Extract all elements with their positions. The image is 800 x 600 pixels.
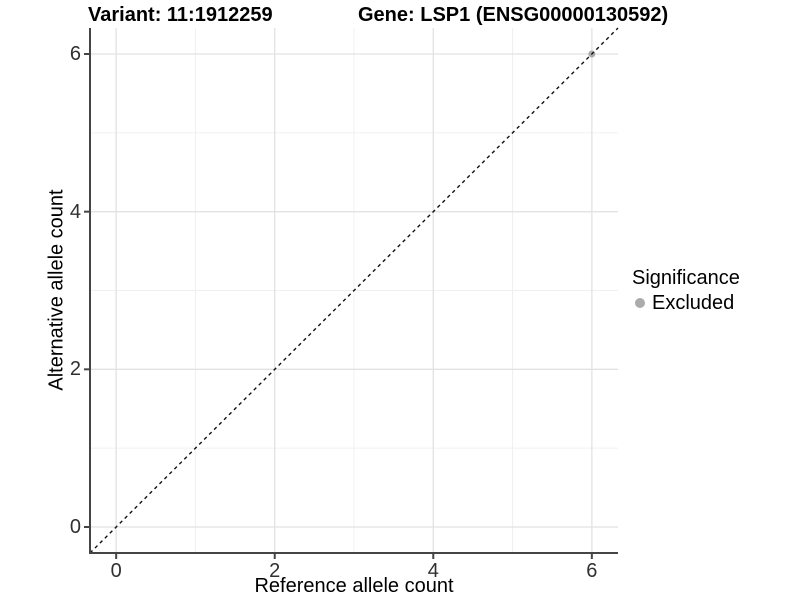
legend-item-label: Excluded bbox=[652, 292, 735, 314]
variant-title: Variant: 11:1912259 bbox=[88, 4, 273, 26]
identity-reference-line bbox=[89, 27, 619, 554]
x-tick-label: 6 bbox=[586, 560, 598, 582]
legend-title: Significance bbox=[632, 267, 740, 289]
gene-title: Gene: LSP1 (ENSG00000130592) bbox=[358, 4, 669, 26]
legend-item-excluded: Excluded bbox=[632, 292, 740, 314]
y-tick-label: 2 bbox=[69, 358, 81, 381]
y-tick-label: 6 bbox=[69, 43, 81, 65]
x-tick-label: 2 bbox=[269, 560, 281, 582]
legend-point-icon bbox=[635, 298, 645, 308]
legend: Significance Excluded bbox=[632, 266, 740, 314]
y-axis-label: Alternative allele count bbox=[45, 189, 68, 391]
x-axis-label: Reference allele count bbox=[254, 575, 454, 597]
x-tick-label: 4 bbox=[427, 560, 439, 582]
y-tick-label: 4 bbox=[69, 200, 81, 223]
y-tick-label: 0 bbox=[69, 515, 81, 538]
x-tick-label: 0 bbox=[110, 560, 122, 582]
